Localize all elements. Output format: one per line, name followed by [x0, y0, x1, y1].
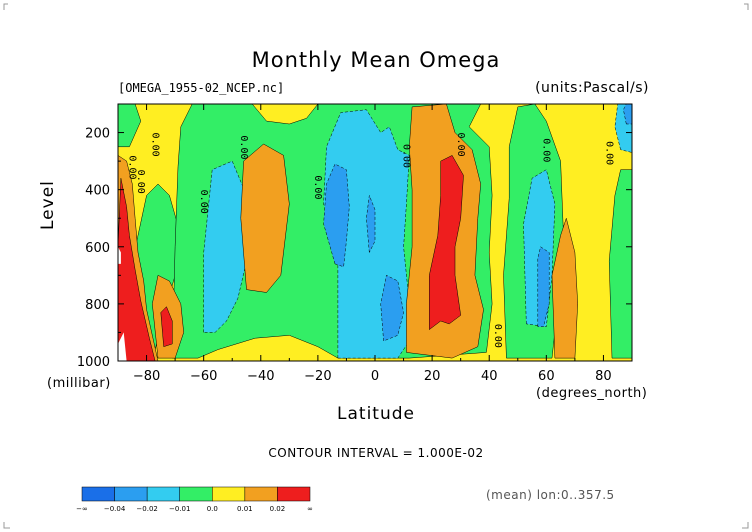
x-axis-unit: (degrees_north): [536, 386, 648, 401]
y-tick-label: 800: [85, 298, 110, 313]
x-tick-label: −80: [133, 369, 160, 384]
chart-title: Monthly Mean Omega: [251, 48, 501, 72]
y-tick-label: 600: [85, 241, 110, 256]
zero-contour-label: 0.00: [312, 175, 323, 199]
colorbar-swatch: [244, 486, 278, 502]
colorbar-swatch: [277, 486, 311, 502]
zero-contour-label: 0.00: [540, 138, 551, 162]
zero-contour-label: 0.00: [149, 133, 160, 157]
colorbar-label: −0.01: [169, 505, 190, 513]
contour-red-sp: [160, 306, 173, 348]
contour-blue-c: [366, 194, 376, 254]
crop-mark-0: [3, 3, 8, 10]
zero-contour-label: 0.00: [198, 190, 209, 214]
x-tick-label: 0: [371, 369, 379, 384]
mean-longitude-label: (mean) lon:0..357.5: [486, 488, 615, 502]
contour-lightblue-sh: [203, 160, 247, 333]
contour-red-eq: [429, 155, 464, 331]
contour-red-ant: [117, 178, 156, 362]
colorbar-swatch: [179, 486, 213, 502]
contour-orange-sh: [240, 143, 290, 293]
contour-blue-d: [537, 246, 550, 327]
y-tick-label: 1000: [77, 355, 110, 370]
missing-data-0: [118, 332, 127, 361]
colorbar-label: ∞: [307, 505, 313, 513]
colorbar-label: 0.02: [270, 505, 286, 513]
colorbar-label: −∞: [76, 505, 88, 513]
x-tick-label: −40: [247, 369, 274, 384]
zero-contour-label: 0.00: [135, 170, 146, 194]
crop-mark-1: [744, 3, 749, 10]
colorbar-label: 0.01: [237, 505, 253, 513]
zero-contour-label: 0.00: [603, 141, 614, 165]
contour-blue-b: [380, 274, 404, 342]
zero-contour-label: 0.00: [126, 155, 137, 179]
y-tick-label: 200: [85, 127, 110, 142]
colorbar-swatch: [146, 486, 180, 502]
colorbar-swatch: [81, 486, 115, 502]
x-tick-label: 60: [538, 369, 555, 384]
crop-mark-2: [3, 522, 10, 529]
colorbar-label: −0.02: [136, 505, 157, 513]
zero-contour-label: 0.00: [238, 135, 249, 159]
contour-blue-a: [323, 163, 350, 268]
y-axis-unit: (millibar): [47, 376, 111, 391]
colorbar-swatch: [212, 486, 246, 502]
units-label: (units:Pascal/s): [535, 80, 649, 96]
zero-contour-label: 0.00: [455, 133, 466, 157]
y-axis-title: Level: [38, 180, 58, 230]
zero-contour-label: 0.00: [401, 144, 412, 168]
x-tick-label: −20: [304, 369, 331, 384]
x-tick-label: 20: [424, 369, 441, 384]
contour-interval-label: CONTOUR INTERVAL = 1.000E-02: [268, 446, 484, 460]
x-axis-title: Latitude: [337, 404, 415, 424]
colorbar-label: 0.0: [207, 505, 218, 513]
y-tick-label: 400: [85, 184, 110, 199]
x-tick-label: 80: [595, 369, 612, 384]
zero-contour-label: 0.00: [492, 324, 503, 348]
colorbar-label: −0.04: [104, 505, 126, 513]
missing-data-1: [118, 246, 121, 264]
contour-orange-nh: [551, 217, 578, 359]
contour-blue-e: [623, 103, 633, 125]
x-tick-label: −60: [190, 369, 217, 384]
x-tick-label: 40: [481, 369, 498, 384]
colorbar-swatch: [114, 486, 148, 502]
source-file-label: [OMEGA_1955-02_NCEP.nc]: [118, 81, 285, 95]
crop-mark-3: [742, 522, 749, 529]
